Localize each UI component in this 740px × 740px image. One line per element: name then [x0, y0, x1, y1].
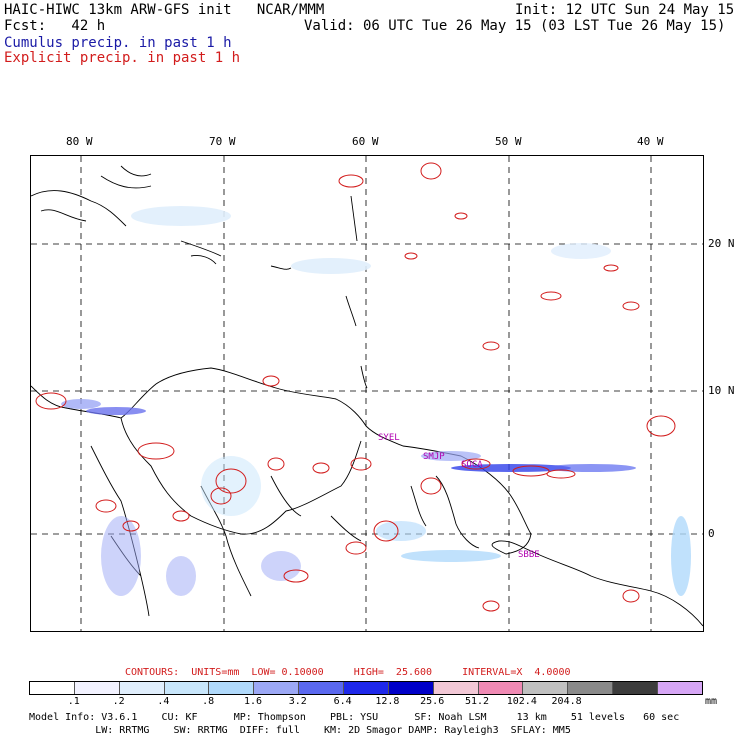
color-bar-swatch	[30, 682, 75, 694]
color-bar-swatch	[344, 682, 389, 694]
color-bar-swatch	[164, 682, 210, 694]
lon-label: 60 W	[352, 135, 379, 148]
color-bar-ticks: .1 .2 .4 .8 1.6 3.2 6.4 12.8 25.6 51.2 102.4 204.8	[29, 696, 701, 708]
color-bar-swatch	[254, 682, 300, 694]
color-bar-swatch	[74, 682, 120, 694]
lon-label: 70 W	[209, 135, 236, 148]
color-bar-tick-label: .1	[67, 696, 80, 707]
valid-time: Valid: 06 UTC Tue 26 May 15 (03 LST Tue …	[304, 18, 726, 34]
precip-map: SYEL SMJP SOCA SBBE	[30, 155, 704, 632]
color-bar-swatch	[209, 682, 255, 694]
color-bar-swatch	[478, 682, 524, 694]
color-bar-swatch	[523, 682, 569, 694]
station-label: SOCA	[461, 460, 483, 470]
station-label: SMJP	[423, 452, 445, 462]
color-bar-swatch	[388, 682, 434, 694]
color-bar-tick-label: 3.2	[288, 696, 307, 707]
lon-label: 80 W	[66, 135, 93, 148]
explicit-precip	[35, 162, 676, 612]
lat-label: 20 N	[708, 237, 735, 250]
color-bar-tick-label: 6.4	[333, 696, 352, 707]
color-bar-tick-label: 102.4	[506, 696, 537, 707]
forecast-hour: Fcst: 42 h	[4, 18, 106, 34]
model-info: Model Info: V3.6.1 CU: KF MP: Thompson P…	[29, 712, 680, 723]
color-bar-tick-label: 204.8	[551, 696, 582, 707]
color-bar-tick-label: 12.8	[375, 696, 400, 707]
color-bar-tick-label: 51.2	[464, 696, 490, 707]
color-bar	[29, 681, 703, 695]
lat-label: 0	[708, 527, 715, 540]
color-bar-swatch	[119, 682, 165, 694]
color-bar-tick-label: .2	[112, 696, 125, 707]
station-label: SYEL	[378, 433, 400, 443]
lat-label: 10 N	[708, 384, 735, 397]
color-bar-swatch	[658, 682, 702, 694]
color-bar-swatch	[433, 682, 479, 694]
color-bar-swatch	[299, 682, 345, 694]
color-bar-swatch	[568, 682, 614, 694]
lon-label: 50 W	[495, 135, 522, 148]
cumulus-legend: Cumulus precip. in past 1 h	[4, 35, 232, 51]
color-bar-tick-label: 25.6	[420, 696, 445, 707]
lon-label: 40 W	[637, 135, 664, 148]
model-physics: LW: RRTMG SW: RRTMG DIFF: full KM: 2D Sm…	[29, 725, 571, 736]
graticule	[31, 156, 703, 631]
station-label: SBBE	[518, 550, 540, 560]
color-bar-tick-label: .8	[202, 696, 215, 707]
color-bar-tick-label: 1.6	[243, 696, 263, 707]
color-bar-swatch	[613, 682, 659, 694]
map-canvas	[31, 156, 703, 631]
color-bar-unit: mm	[705, 696, 718, 707]
color-bar-tick-label: .4	[157, 696, 170, 707]
title-left: HAIC-HIWC 13km ARW-GFS init NCAR/MMM	[4, 2, 325, 18]
cumulus-precip	[61, 206, 691, 596]
contours-info: CONTOURS: UNITS=mm LOW= 0.10000 HIGH= 25…	[125, 667, 571, 678]
explicit-legend: Explicit precip. in past 1 h	[4, 50, 241, 66]
init-time: Init: 12 UTC Sun 24 May 15	[515, 2, 735, 18]
